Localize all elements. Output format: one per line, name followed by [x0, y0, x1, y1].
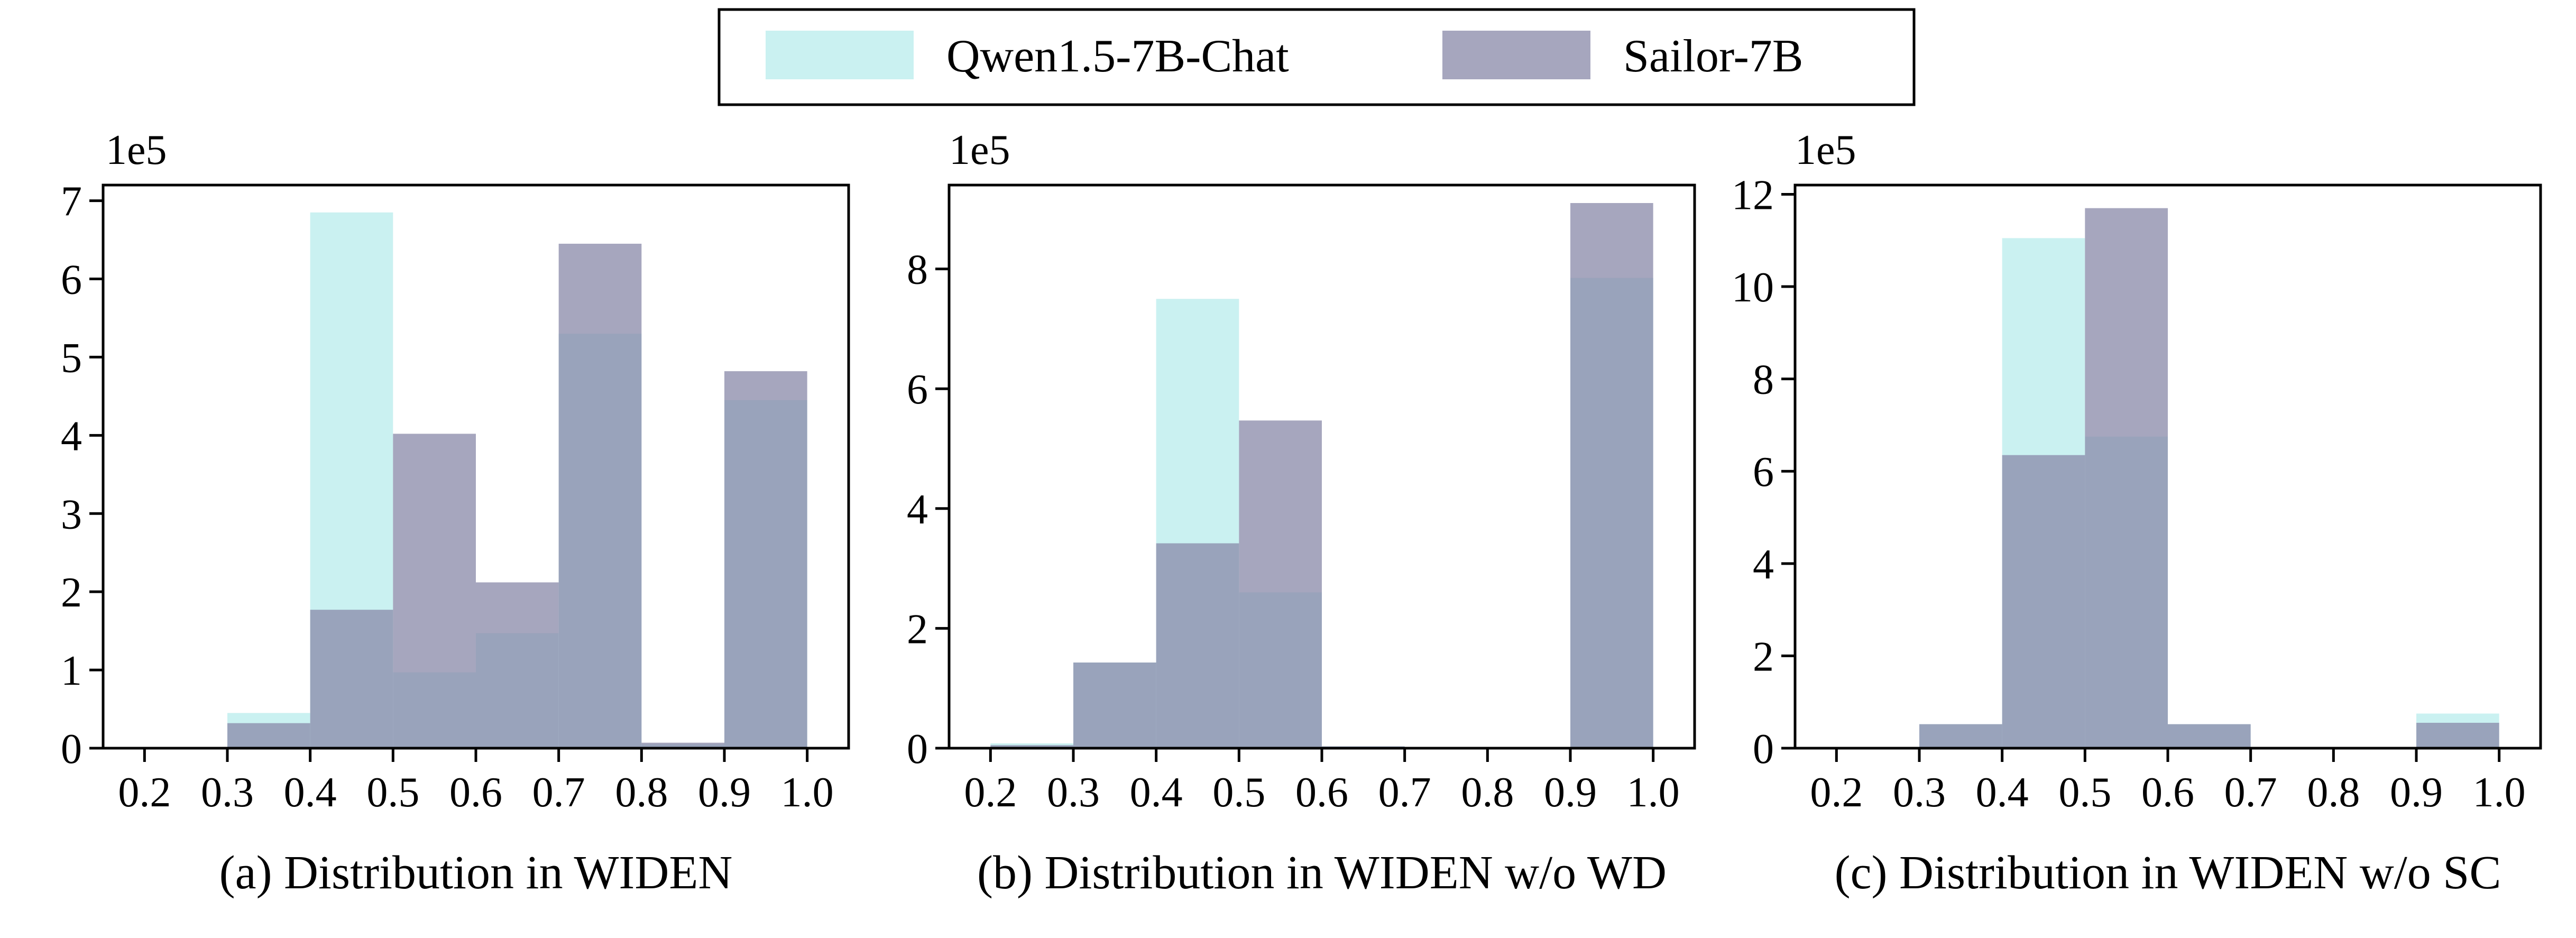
panel-a-x-tick-label-2: 0.3	[201, 769, 254, 816]
panel-c-scale-label: 1e5	[1795, 127, 1856, 173]
panel-a-x-tick-label-9: 1.0	[781, 769, 834, 816]
panel-a-x-tick-label-8: 0.9	[698, 769, 751, 816]
panel-a-x-tick-label-7: 0.8	[615, 769, 668, 816]
panel-b-bar-sailor-4	[1239, 420, 1322, 748]
panel-a-y-tick-label-7: 6	[61, 257, 82, 304]
panel-c-y-tick-label-1: 0	[1753, 726, 1774, 773]
legend-label-sailor: Sailor-7B	[1623, 31, 1803, 82]
panel-b-y-tick-label-3: 4	[907, 486, 928, 533]
panel-a-bar-sailor-7	[641, 742, 724, 748]
panel-b-y-tick-label-1: 0	[907, 726, 928, 773]
panel-a-y-tick-label-6: 5	[61, 335, 82, 381]
panel-b-x-tick-label-7: 0.8	[1461, 769, 1514, 816]
panel-b-scale-label: 1e5	[949, 127, 1010, 173]
panel-a-bar-sailor-5	[476, 582, 559, 748]
panel-b-y-tick-label-5: 8	[907, 247, 928, 293]
panel-a-y-tick-label-4: 3	[61, 491, 82, 538]
panel-b-x-tick-label-3: 0.4	[1130, 769, 1183, 816]
panel-c: 1e5 0.2 0.3 0.4 0.5 0.6 0.7 0.8 0.9 1.0 0 2 4 6 8 10 1…	[1732, 127, 2542, 899]
panel-c-x-tick-label-2: 0.3	[1893, 769, 1946, 816]
panel-b-y-tick-label-2: 2	[907, 606, 928, 652]
panel-a-x-tick-label-6: 0.7	[532, 769, 585, 816]
panel-b-bar-sailor-3	[1156, 543, 1239, 748]
panel-a-bars	[227, 212, 807, 748]
panel-a-x-tick-label-1: 0.2	[118, 769, 171, 816]
panel-b-bar-sailor-8	[1570, 203, 1653, 748]
panel-c-x-tick-label-7: 0.8	[2307, 769, 2360, 816]
panel-a-bar-sailor-2	[227, 723, 310, 748]
panel-a-bar-sailor-8	[724, 371, 807, 748]
panel-a-x-ticks: 0.2 0.3 0.4 0.5 0.6 0.7 0.8 0.9 1.0	[118, 748, 834, 816]
panel-c-bar-sailor-2	[1919, 724, 2002, 748]
panel-b-xlabel: (b) Distribution in WIDEN w/o WD	[977, 847, 1667, 899]
panel-a-x-tick-label-5: 0.6	[449, 769, 502, 816]
panel-b-x-ticks: 0.2 0.3 0.4 0.5 0.6 0.7 0.8 0.9 1.0	[964, 748, 1680, 816]
legend-swatch-qwen	[766, 31, 914, 79]
panel-c-y-tick-label-6: 10	[1732, 264, 1774, 311]
panel-b-bars	[990, 203, 1653, 748]
legend-box	[717, 8, 1916, 106]
panel-b-x-tick-label-6: 0.7	[1378, 769, 1431, 816]
panel-c-bar-sailor-8	[2416, 722, 2499, 748]
panel-b-bar-sailor-2	[1073, 662, 1156, 748]
panel-b-bar-sailor-1	[990, 745, 1073, 748]
panel-a: 1e5 0.2 0.3 0.4 0.5 0.6 0.7 0.8 0.9 1.0 0 1 2 3 4 5 6 7…	[61, 127, 850, 899]
panel-a-y-tick-label-1: 0	[61, 726, 82, 773]
panel-a-bar-sailor-4	[393, 434, 476, 748]
panel-c-x-tick-label-4: 0.5	[2058, 769, 2111, 816]
legend-label-qwen: Qwen1.5-7B-Chat	[946, 31, 1289, 82]
panel-a-x-tick-label-3: 0.4	[284, 769, 337, 816]
panel-c-bars	[1919, 208, 2499, 748]
panel-c-bar-sailor-5	[2168, 724, 2251, 748]
panel-a-y-tick-label-8: 7	[61, 179, 82, 225]
panel-c-bar-sailor-3	[2002, 455, 2085, 748]
panel-c-y-tick-label-4: 6	[1753, 449, 1774, 495]
panel-a-frame	[102, 183, 850, 750]
panel-c-frame	[1793, 183, 2542, 750]
panel-c-x-tick-label-6: 0.7	[2224, 769, 2277, 816]
panel-b-x-tick-label-9: 1.0	[1627, 769, 1680, 816]
panel-b-y-tick-label-4: 6	[907, 366, 928, 413]
panel-c-x-tick-label-9: 1.0	[2473, 769, 2526, 816]
panel-a-bar-sailor-6	[558, 243, 642, 748]
panel-a-x-tick-label-4: 0.5	[366, 769, 419, 816]
panel-c-x-tick-label-8: 0.9	[2390, 769, 2443, 816]
panel-c-y-tick-label-7: 12	[1732, 172, 1774, 218]
panel-b-x-tick-label-1: 0.2	[964, 769, 1017, 816]
panel-a-y-ticks: 0 1 2 3 4 5 6 7	[61, 179, 103, 773]
panel-a-xlabel: (a) Distribution in WIDEN	[219, 847, 733, 899]
legend: Qwen1.5-7B-Chat Sailor-7B	[717, 8, 1916, 106]
panel-c-x-ticks: 0.2 0.3 0.4 0.5 0.6 0.7 0.8 0.9 1.0	[1810, 748, 2526, 816]
panel-a-y-tick-label-3: 2	[61, 569, 82, 616]
panel-a-y-tick-label-5: 4	[61, 413, 82, 459]
panel-b: 1e5 0.2 0.3 0.4 0.5 0.6 0.7 0.8 0.9 1.0 0 2 4 6 8 (b…	[907, 127, 1696, 899]
panel-c-y-tick-label-3: 4	[1753, 541, 1774, 588]
panel-c-x-tick-label-5: 0.6	[2141, 769, 2194, 816]
panel-c-y-tick-label-2: 2	[1753, 633, 1774, 680]
panel-b-frame	[947, 183, 1696, 750]
panel-a-bar-sailor-3	[310, 610, 393, 748]
panel-b-x-tick-label-4: 0.5	[1212, 769, 1265, 816]
panel-b-x-tick-label-2: 0.3	[1047, 769, 1100, 816]
panel-b-x-tick-label-8: 0.9	[1544, 769, 1597, 816]
panel-c-x-tick-label-1: 0.2	[1810, 769, 1863, 816]
panel-c-bar-sailor-4	[2085, 208, 2168, 748]
legend-swatch-sailor	[1442, 31, 1590, 79]
panel-b-y-ticks: 0 2 4 6 8	[907, 247, 949, 773]
panel-c-y-tick-label-5: 8	[1753, 357, 1774, 403]
panel-b-x-tick-label-5: 0.6	[1295, 769, 1348, 816]
panel-c-xlabel: (c) Distribution in WIDEN w/o SC	[1835, 847, 2501, 899]
panel-a-scale-label: 1e5	[106, 127, 167, 173]
panel-c-x-tick-label-3: 0.4	[1976, 769, 2029, 816]
panel-a-y-tick-label-2: 1	[61, 648, 82, 694]
panel-c-y-ticks: 0 2 4 6 8 10 12	[1732, 172, 1795, 773]
